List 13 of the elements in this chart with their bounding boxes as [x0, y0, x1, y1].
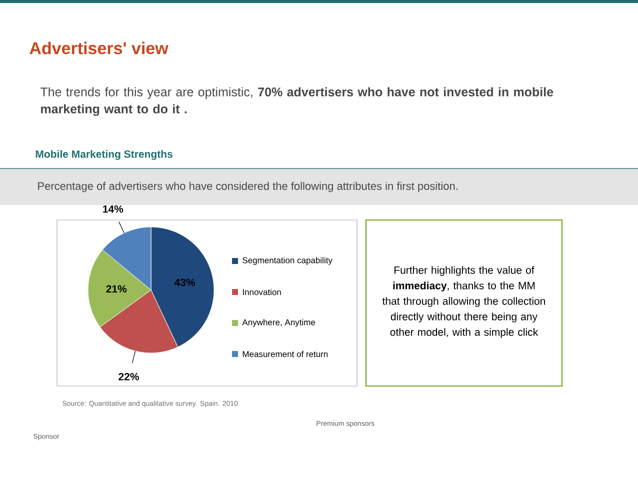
data-label: 21% — [106, 285, 127, 293]
data-label: 22% — [118, 372, 139, 380]
text: The trends for this year are optimistic, 70% advertisers who have not invested in mobile marketing want to do it . — [40, 87, 554, 116]
text: Further highlights the value of immediacy, thanks to the MM that through allowing the collection directly without there being any other model, with a simple click — [382, 266, 546, 338]
legend-label: Segmentation capability — [242, 257, 332, 265]
legend-label: Measurement of return — [242, 350, 328, 358]
legend-label: Innovation — [242, 288, 281, 296]
legend-label: Anywhere, Anytime — [242, 319, 316, 327]
chart-title: Advertisers' view — [30, 42, 168, 54]
text: Mobile Marketing Strengths — [36, 150, 172, 160]
data-label: 14% — [103, 205, 124, 213]
text: Percentage of advertisers who have considered the following attributes in first position. — [38, 182, 458, 192]
data-label: 43% — [174, 278, 196, 286]
